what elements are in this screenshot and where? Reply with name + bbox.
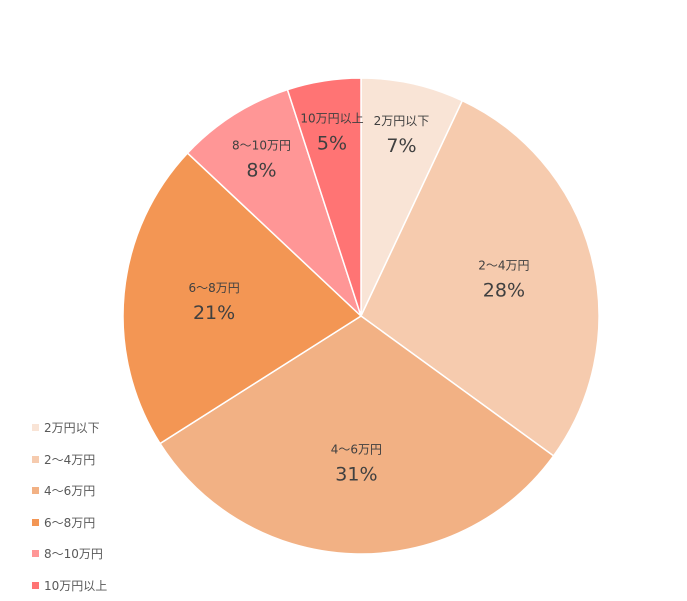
slice-value-label: 8% <box>246 159 276 181</box>
legend-swatch <box>32 582 39 589</box>
slice-category-label: 2万円以下 <box>374 114 430 128</box>
legend-swatch <box>32 519 39 526</box>
slice-value-label: 7% <box>386 135 416 157</box>
legend-label: 2万円以下 <box>44 419 100 436</box>
legend-item: 8～10万円 <box>32 538 107 570</box>
slice-value-label: 28% <box>483 279 525 301</box>
slice-value-label: 5% <box>317 133 347 155</box>
slice-value-label: 21% <box>193 302 235 324</box>
legend-swatch <box>32 487 39 494</box>
slice-category-label: 10万円以上 <box>300 112 363 126</box>
slice-category-label: 8～10万円 <box>232 138 291 152</box>
legend-item: 2～4万円 <box>32 444 107 476</box>
legend-item: 2万円以下 <box>32 412 107 444</box>
legend-item: 6～8万円 <box>32 507 107 539</box>
legend-label: 2～4万円 <box>44 451 95 468</box>
legend-swatch <box>32 456 39 463</box>
legend-swatch <box>32 424 39 431</box>
legend-item: 4～6万円 <box>32 475 107 507</box>
legend-item: 10万円以上 <box>32 570 107 601</box>
legend: 2万円以下 2～4万円 4～6万円 6～8万円 8～10万円 10万円以上 <box>32 412 107 601</box>
legend-label: 8～10万円 <box>44 545 103 562</box>
slice-category-label: 2～4万円 <box>478 258 529 272</box>
legend-label: 10万円以上 <box>44 577 107 594</box>
slice-category-label: 6～8万円 <box>188 281 239 295</box>
slice-category-label: 4～6万円 <box>331 443 382 457</box>
legend-label: 6～8万円 <box>44 514 95 531</box>
legend-swatch <box>32 550 39 557</box>
slice-value-label: 31% <box>335 464 377 486</box>
legend-label: 4～6万円 <box>44 482 95 499</box>
